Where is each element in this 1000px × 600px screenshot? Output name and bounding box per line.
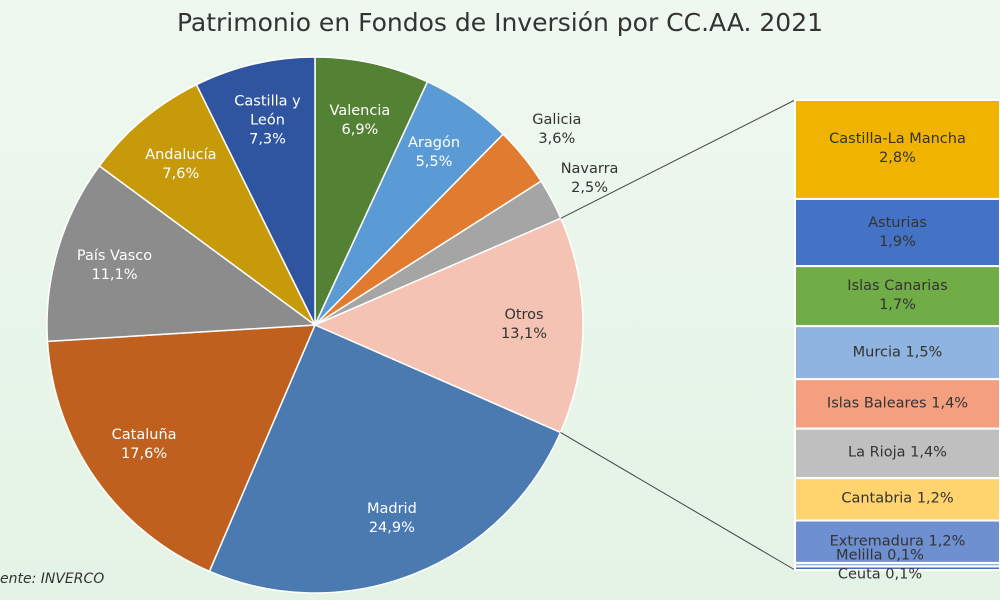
- category-label: Navarra: [560, 161, 619, 178]
- data-label: Valencia 6,9%: [330, 102, 391, 140]
- data-label: Castilla y León 7,3%: [223, 93, 313, 150]
- value-label: 0,1%: [885, 566, 923, 583]
- category-label: Cantabria: [841, 490, 913, 507]
- value-label: 11,1%: [91, 266, 138, 283]
- value-label: 24,9%: [368, 520, 415, 537]
- data-label: Castilla-La Mancha 2,8%: [829, 130, 966, 168]
- data-label: País Vasco 11,1%: [77, 247, 152, 285]
- data-label: Andalucía 7,6%: [145, 146, 216, 184]
- bar-segment: [794, 378, 1000, 430]
- source: ente: INVERCO: [0, 571, 105, 587]
- category-label: Islas Canarias: [847, 278, 948, 295]
- data-label: Madrid 24,9%: [367, 500, 417, 538]
- value-label: 1,7%: [879, 297, 916, 314]
- data-label: Cataluña 17,6%: [112, 426, 177, 464]
- category-label: Cataluña: [111, 427, 177, 444]
- data-label: Otros 13,1%: [501, 306, 547, 344]
- value-label: 1,5%: [905, 344, 943, 361]
- pie-slice: [46, 324, 317, 573]
- data-label: Asturias 1,9%: [868, 214, 927, 252]
- bar-segment: [794, 519, 1000, 564]
- value-label: 1,2%: [916, 490, 954, 507]
- category-label: Extremadura: [829, 533, 924, 550]
- value-label: 7,3%: [249, 131, 286, 148]
- category-label: Islas Baleares: [826, 395, 927, 412]
- data-label: Galicia 3,6%: [532, 111, 581, 149]
- data-label: Navarra 2,5%: [561, 160, 619, 198]
- bar-segment: [794, 197, 1000, 268]
- category-label: Castilla y León: [234, 93, 301, 129]
- value-label: 5,5%: [415, 154, 453, 171]
- category-label: Otros: [504, 307, 544, 324]
- category-label: Andalucía: [145, 146, 217, 163]
- value-label: 1,4%: [931, 395, 969, 412]
- chart-title: Patrimonio en Fondos de Inversión por CC…: [176, 8, 824, 37]
- bar-segment: [794, 99, 1000, 200]
- bar-segment: [794, 265, 1000, 328]
- category-label: Asturias: [868, 214, 927, 231]
- value-label: 3,6%: [538, 130, 576, 147]
- category-label: Madrid: [366, 501, 417, 518]
- category-label: Valencia: [329, 102, 391, 119]
- category-label: La Rioja: [848, 444, 906, 461]
- connector: [560, 432, 796, 571]
- value-label: 2,5%: [571, 180, 608, 197]
- data-label: La Rioja 1,4%: [848, 444, 947, 463]
- category-label: Galicia: [532, 111, 582, 128]
- data-label: Aragón 5,5%: [408, 134, 460, 172]
- category-label: Melilla: [836, 547, 883, 564]
- data-label: Ceuta 0,1%: [838, 566, 922, 585]
- value-label: 6,9%: [341, 121, 379, 138]
- category-label: Aragón: [407, 135, 461, 152]
- bar-segment: [794, 427, 1000, 480]
- bar-segment: [794, 325, 1000, 381]
- value-label: 1,2%: [928, 533, 966, 550]
- category-label: País Vasco: [76, 247, 153, 264]
- data-label: Murcia 1,5%: [853, 343, 943, 362]
- value-label: 7,6%: [162, 165, 200, 182]
- pie-slice: [98, 83, 316, 326]
- category-label: Murcia: [852, 344, 901, 361]
- data-label: Cantabria 1,2%: [841, 490, 953, 509]
- data-label: Extremadura 1,2%: [830, 532, 966, 551]
- pie-slice: [208, 324, 562, 594]
- value-label: 13,1%: [500, 326, 548, 343]
- data-label: Islas Canarias 1,7%: [847, 277, 947, 315]
- category-label: Ceuta: [837, 566, 881, 583]
- connector: [560, 99, 796, 219]
- value-label: 1,4%: [910, 444, 947, 461]
- value-label: 2,8%: [879, 150, 916, 167]
- data-label: Islas Baleares 1,4%: [827, 394, 968, 413]
- value-label: 0,1%: [887, 547, 924, 564]
- pie-slice: [314, 56, 429, 326]
- data-label: Melilla 0,1%: [836, 547, 924, 566]
- bar-segment: [794, 477, 1000, 522]
- pie-slice: [46, 164, 318, 343]
- pie-slice: [313, 217, 584, 434]
- bar-segment: [794, 565, 1000, 572]
- value-label: 17,6%: [121, 446, 168, 463]
- value-label: 1,9%: [879, 233, 916, 250]
- pie-slice: [195, 56, 316, 326]
- category-label: Castilla-La Mancha: [829, 131, 966, 148]
